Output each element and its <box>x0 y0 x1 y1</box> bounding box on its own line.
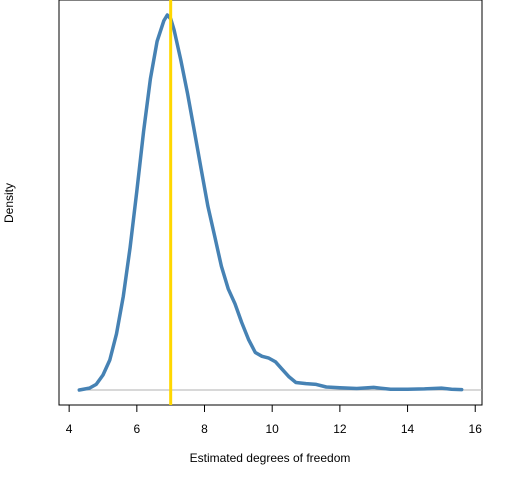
x-tick-label: 4 <box>66 422 73 436</box>
density-curve-0 <box>77 13 464 392</box>
series-layer <box>77 13 464 392</box>
x-tick-label: 10 <box>266 422 280 436</box>
x-tick-label: 6 <box>133 422 140 436</box>
x-tick-label: 12 <box>333 422 347 436</box>
x-tick-label: 14 <box>401 422 415 436</box>
x-tick-label: 16 <box>469 422 483 436</box>
y-axis-title: Density <box>2 183 16 223</box>
x-axis-title: Estimated degrees of freedom <box>190 451 351 465</box>
x-tick-label: 8 <box>201 422 208 436</box>
x-axis: 4 6 8 10 12 14 16 <box>66 405 482 436</box>
plot-frame <box>58 0 483 406</box>
